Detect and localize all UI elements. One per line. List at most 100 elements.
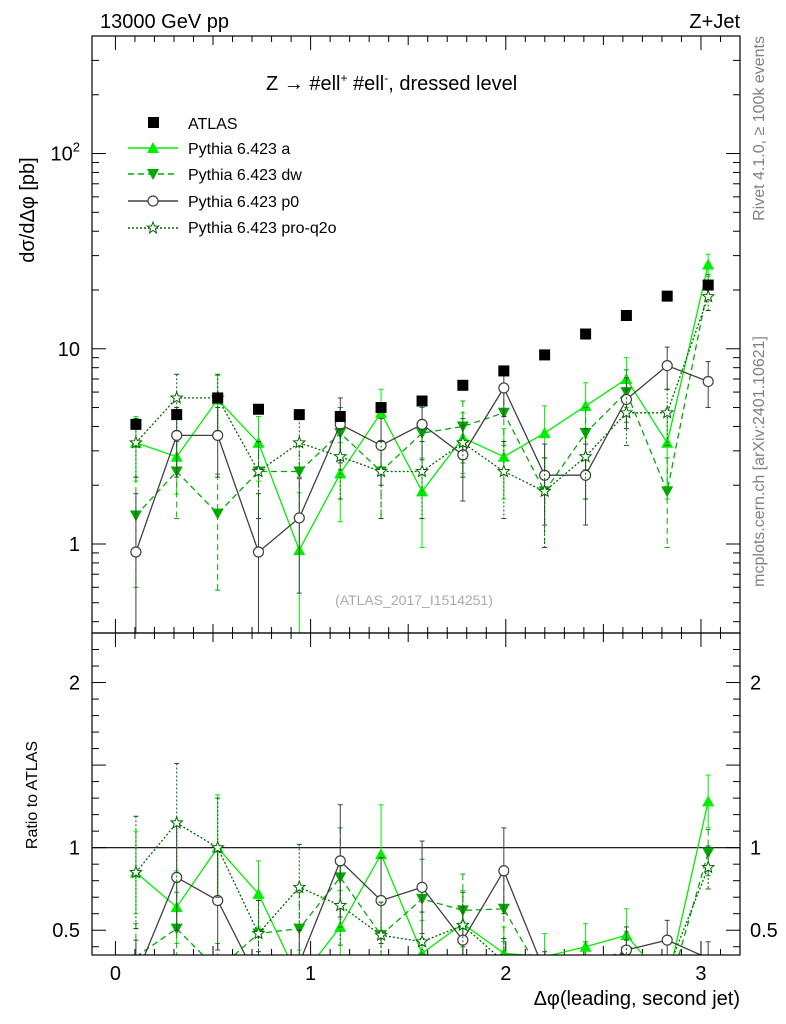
main-point-dw [661,486,674,498]
ratio-y-tick-label: 0.5 [52,920,80,942]
ratio-point-dw [702,847,715,859]
main-point-atlas [334,410,346,422]
x-tick-label: 2 [500,963,511,985]
ratio-point-proq2o [251,926,266,940]
ratio-plot-frame [91,632,741,956]
title-mid2: #ell [348,73,385,95]
analysis-watermark: (ATLAS_2017_I1514251) [335,592,493,608]
main-point-proq2o [333,449,348,463]
ratio-point-proq2o [414,934,430,948]
side-rivet-text: Rivet 4.1.0, ≥ 100k events [751,36,768,221]
main-point-p0 [416,418,428,430]
main-point-atlas [620,310,632,322]
ratio-plot-series [128,762,716,955]
main-point-proq2o [619,405,634,419]
main-point-p0 [580,469,592,481]
x-tick-label: 0 [110,963,121,985]
ratio-series-p0 [133,804,711,955]
main-point-proq2o [251,464,266,478]
main-series-atlas [130,279,714,430]
legend-label-p0: Pythia 6.423 p0 [188,194,299,211]
ratio-point-a [417,947,427,955]
main-point-p0 [212,429,224,441]
ratio-point-proq2o [210,840,225,854]
ratio-point-p0 [661,934,673,946]
main-point-proq2o [701,289,716,303]
header-energy: 13000 GeV pp [100,11,229,33]
legend-entry-proq2o: Pythia 6.423 pro-q2o [128,220,337,237]
header-process: Z+Jet [689,11,740,33]
main-point-proq2o [374,464,389,478]
ratio-point-a [252,887,265,899]
legend-entry-a: Pythia 6.423 a [128,141,290,158]
legend-label-atlas: ATLAS [188,116,238,133]
main-point-a [538,427,551,439]
main-point-p0 [171,429,183,441]
main-point-proq2o [496,464,511,478]
main-point-proq2o [660,405,675,419]
legend-marker-atlas [148,117,159,128]
ratio-y-tick-label-right: 2 [750,673,761,695]
main-point-a [702,258,715,270]
title-mid1: #ell [304,73,341,95]
title-pre: Z [266,73,284,95]
ratio-point-proq2o [128,865,143,879]
legend-marker-p0 [147,195,159,207]
legend: ATLAS Pythia 6.423 a Pythia 6.423 dw Pyt… [128,116,337,237]
ratio-y-axis-label: Ratio to ATLAS [24,741,41,849]
ratio-point-proq2o [701,860,716,874]
x-axis-label: Δφ(leading, second jet) [534,988,740,1010]
main-point-proq2o [128,435,143,449]
main-point-a [579,399,592,411]
main-point-p0 [702,375,714,388]
legend-entry-dw: Pythia 6.423 dw [128,167,302,184]
main-point-atlas [212,392,224,404]
main-point-atlas [702,279,714,291]
main-point-dw [211,508,224,520]
main-point-p0 [130,546,142,558]
ratio-point-proq2o [333,898,348,912]
main-line-proq2o [135,296,709,493]
ratio-point-p0 [416,881,428,893]
ratio-point-a [499,947,509,955]
main-point-p0 [498,382,510,394]
main-point-atlas [661,290,673,302]
side-mcplots-text: mcplots.cern.ch [arXiv:2401.10621] [751,336,768,587]
ratio-point-p0 [498,865,510,877]
main-point-atlas [416,395,428,407]
main-y-tick-label: 10 [58,339,80,361]
x-tick-label: 3 [695,963,706,985]
main-y-tick-label-exp: 2 [73,140,80,155]
main-title: Z → #ell+ #ell-, dressed level [266,71,517,95]
ratio-point-proq2o [292,879,307,894]
title-post: , dressed level [388,73,517,95]
main-point-atlas [130,418,142,430]
ratio-point-p0 [334,855,346,867]
main-point-atlas [498,365,510,377]
ratio-point-proq2o [374,927,389,942]
ratio-y-tick-label: 2 [69,673,80,695]
legend-marker-proq2o [145,220,161,235]
main-point-atlas [457,379,469,391]
main-plot-series [128,253,716,633]
main-axes: 1 10 102 [51,35,741,633]
title-sup2: - [384,71,388,85]
ratio-point-p0 [375,894,387,907]
main-point-atlas [252,403,264,415]
ratio-y-tick-label-right: 1 [750,838,761,860]
title-arrow: → [284,73,304,95]
main-point-proq2o [578,449,593,463]
main-y-tick-label: 102 [51,140,80,166]
legend-marker-a [147,142,159,153]
ratio-axes: 0.5 0.5 1 1 2 2 0 1 2 3 [52,633,778,985]
main-point-p0 [252,546,265,558]
main-point-proq2o [292,435,307,449]
ratio-point-proq2o [455,917,470,932]
main-point-a [497,450,510,462]
legend-entry-p0: Pythia 6.423 p0 [128,194,299,211]
main-point-atlas [293,409,305,421]
main-point-atlas [375,402,387,414]
main-series-proq2o [128,284,716,548]
main-point-atlas [171,409,183,421]
